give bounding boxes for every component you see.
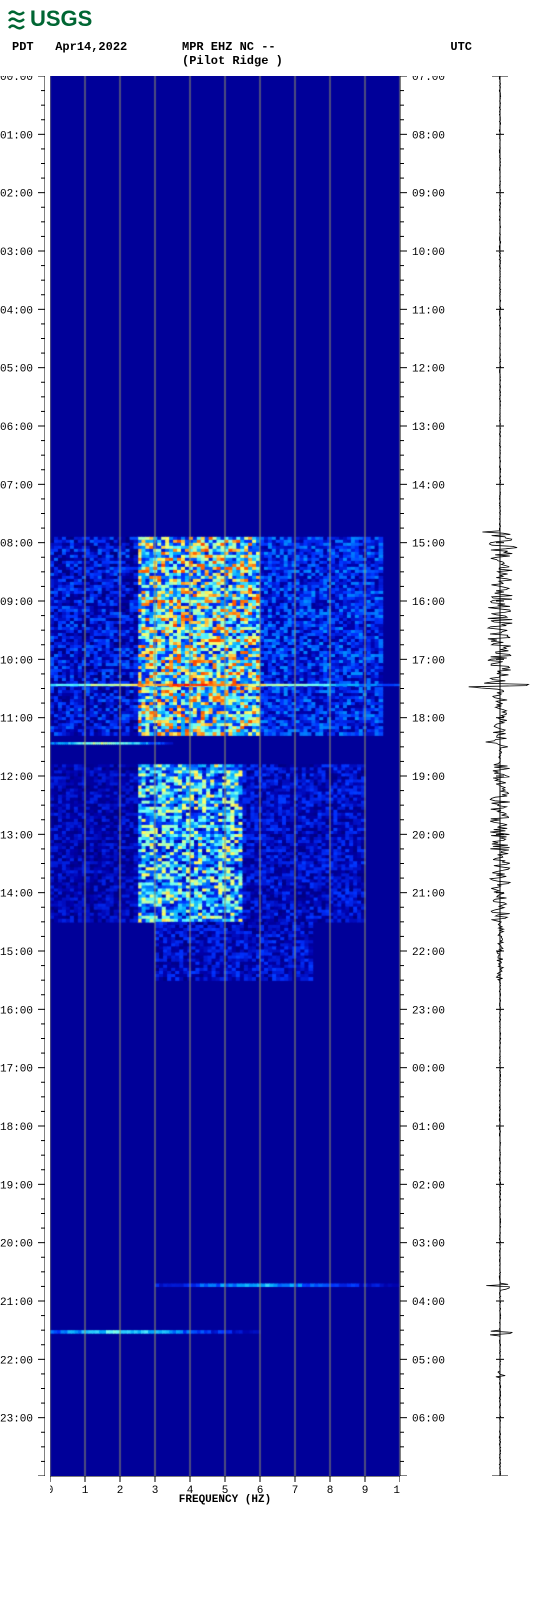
svg-text:17:00: 17:00 xyxy=(412,655,445,667)
usgs-logo-text: USGS xyxy=(30,6,92,31)
svg-text:17:00: 17:00 xyxy=(0,1064,33,1076)
tz-left-label: PDT xyxy=(12,40,34,54)
svg-text:09:00: 09:00 xyxy=(412,189,445,201)
x-axis-label: FREQUENCY (HZ) xyxy=(50,1494,400,1506)
svg-text:16:00: 16:00 xyxy=(412,597,445,609)
svg-text:20:00: 20:00 xyxy=(0,1239,33,1251)
svg-text:10:00: 10:00 xyxy=(412,247,445,259)
svg-text:09:00: 09:00 xyxy=(0,597,33,609)
y-axis-right: 07:00 08:00 09:00 10:00 11:00 12:00 13:00 14:00… xyxy=(400,76,455,1476)
svg-text:21:00: 21:00 xyxy=(412,889,445,901)
svg-text:22:00: 22:00 xyxy=(412,947,445,959)
svg-text:01:00: 01:00 xyxy=(412,1122,445,1134)
seismogram-trace xyxy=(460,76,540,1476)
svg-text:21:00: 21:00 xyxy=(0,1297,33,1309)
tz-right-label: UTC xyxy=(450,40,472,54)
svg-text:18:00: 18:00 xyxy=(0,1122,33,1134)
svg-text:23:00: 23:00 xyxy=(0,1414,33,1426)
svg-text:01:00: 01:00 xyxy=(0,130,33,142)
svg-text:00:00: 00:00 xyxy=(0,76,33,84)
svg-text:05:00: 05:00 xyxy=(412,1355,445,1367)
svg-text:15:00: 15:00 xyxy=(0,947,33,959)
station-id: MPR EHZ NC -- xyxy=(182,40,276,54)
y-axis-left: 00:00 01:00 02:00 03:00 04:00 05:00 06:00 07:00… xyxy=(0,76,45,1476)
svg-text:15:00: 15:00 xyxy=(412,539,445,551)
svg-text:11:00: 11:00 xyxy=(412,305,445,317)
plot-header: PDT Apr14,2022 MPR EHZ NC -- (Pilot Ridg… xyxy=(0,36,552,76)
svg-text:20:00: 20:00 xyxy=(412,830,445,842)
svg-text:03:00: 03:00 xyxy=(412,1239,445,1251)
svg-text:13:00: 13:00 xyxy=(412,422,445,434)
svg-text:07:00: 07:00 xyxy=(0,480,33,492)
svg-text:19:00: 19:00 xyxy=(0,1180,33,1192)
svg-text:02:00: 02:00 xyxy=(412,1180,445,1192)
svg-text:06:00: 06:00 xyxy=(0,422,33,434)
svg-text:03:00: 03:00 xyxy=(0,247,33,259)
date-label: Apr14,2022 xyxy=(55,40,127,54)
svg-text:02:00: 02:00 xyxy=(0,189,33,201)
svg-text:11:00: 11:00 xyxy=(0,714,33,726)
svg-text:12:00: 12:00 xyxy=(412,364,445,376)
svg-text:22:00: 22:00 xyxy=(0,1355,33,1367)
svg-text:04:00: 04:00 xyxy=(412,1297,445,1309)
spectrogram xyxy=(50,76,400,1476)
station-name: (Pilot Ridge ) xyxy=(182,54,283,68)
svg-text:14:00: 14:00 xyxy=(412,480,445,492)
svg-text:14:00: 14:00 xyxy=(0,889,33,901)
svg-text:08:00: 08:00 xyxy=(412,130,445,142)
svg-text:10:00: 10:00 xyxy=(0,655,33,667)
svg-text:06:00: 06:00 xyxy=(412,1414,445,1426)
svg-text:13:00: 13:00 xyxy=(0,830,33,842)
svg-text:18:00: 18:00 xyxy=(412,714,445,726)
svg-text:07:00: 07:00 xyxy=(412,76,445,84)
svg-text:12:00: 12:00 xyxy=(0,772,33,784)
svg-text:23:00: 23:00 xyxy=(412,1005,445,1017)
svg-text:05:00: 05:00 xyxy=(0,364,33,376)
usgs-logo: USGS xyxy=(0,0,552,36)
svg-text:08:00: 08:00 xyxy=(0,539,33,551)
svg-text:04:00: 04:00 xyxy=(0,305,33,317)
svg-text:16:00: 16:00 xyxy=(0,1005,33,1017)
plot-area: 00:0001:0002:0003:0004:0005:0006:0007:00… xyxy=(0,76,552,1576)
svg-text:00:00: 00:00 xyxy=(412,1064,445,1076)
svg-text:19:00: 19:00 xyxy=(412,772,445,784)
x-axis: 012345678910 FREQUENCY (HZ) xyxy=(50,1476,400,1526)
